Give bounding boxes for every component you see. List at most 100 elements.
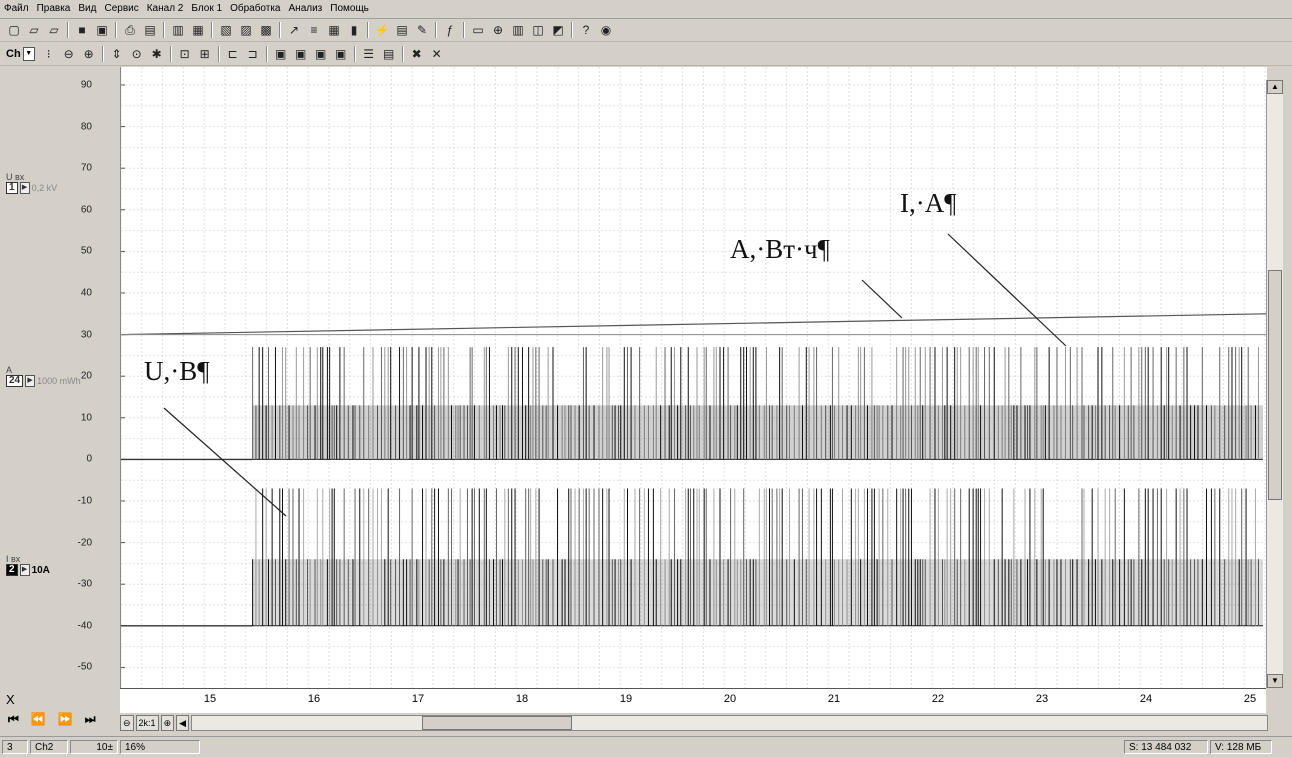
toolbar-separator xyxy=(101,46,104,62)
fit-icon[interactable]: ⊡ xyxy=(179,47,190,61)
print-icon[interactable]: ⎙ xyxy=(125,23,135,37)
menu-item[interactable]: Правка xyxy=(36,3,71,14)
channel-dropdown-icon[interactable]: ▼ xyxy=(22,47,35,61)
layout-icon[interactable]: ☰ xyxy=(363,47,375,61)
status-samples: S: 13 484 032 xyxy=(1124,740,1208,754)
x-tick-label: 23 xyxy=(1035,693,1049,705)
zoom-out-icon[interactable]: ⊖ xyxy=(63,47,74,61)
open-file-icon[interactable]: ▱ xyxy=(29,23,39,37)
toolbar-separator xyxy=(401,46,404,62)
forward-icon[interactable]: ⏩ xyxy=(57,712,73,726)
menu-item[interactable]: Файл xyxy=(4,3,29,14)
y-tick-label: -20 xyxy=(77,537,92,549)
x-tick-label: 21 xyxy=(827,693,841,705)
y-tick-label: -50 xyxy=(77,661,92,673)
y-tick-label: -10 xyxy=(77,495,92,507)
vertical-scroll-thumb[interactable] xyxy=(1268,270,1282,500)
function-icon[interactable]: ƒ xyxy=(446,23,454,37)
x-axis: 15 16 17 18 19 20 21 22 23 24 25 xyxy=(120,688,1266,713)
save-as-icon[interactable]: ▣ xyxy=(96,23,108,37)
nav-prev-icon[interactable]: ▣ xyxy=(295,47,307,61)
paste-block-icon[interactable]: ▦ xyxy=(192,23,204,37)
channel-list-icon[interactable]: ⁝ xyxy=(46,47,51,61)
open-folder-icon[interactable]: ▱ xyxy=(49,23,59,37)
x-tick-label: 18 xyxy=(515,693,529,705)
last-icon[interactable]: ⏭ xyxy=(84,712,96,726)
channel-u-number[interactable]: 1 xyxy=(6,182,18,194)
close-icon[interactable]: ✕ xyxy=(431,47,442,61)
copy-icon[interactable]: ▨ xyxy=(240,23,252,37)
bar-icon[interactable]: ▮ xyxy=(350,23,358,37)
channel-i-arrow-icon[interactable]: ▶ xyxy=(19,564,30,576)
channel-a[interactable]: A 24 ▶ 1000 mWh xyxy=(6,365,81,387)
cursor-icon[interactable]: ⊏ xyxy=(227,47,238,61)
toolbar-separator xyxy=(279,22,281,38)
channel-i[interactable]: I вх 2 ▶ 10A xyxy=(6,554,50,576)
marker-icon[interactable]: ↗ xyxy=(288,23,300,37)
scroll-down-icon[interactable]: ▼ xyxy=(1267,674,1283,688)
stats-icon[interactable]: ◩ xyxy=(552,23,564,37)
first-icon[interactable]: ⏮ xyxy=(8,712,19,726)
y-tick-label: 70 xyxy=(80,162,92,174)
vertical-scrollbar[interactable]: ▲ ▼ xyxy=(1266,80,1283,688)
menu-item[interactable]: Блок 1 xyxy=(191,3,223,14)
annotation-current: I,·A¶ xyxy=(900,188,957,218)
print-preview-icon[interactable]: ▤ xyxy=(144,23,156,37)
fit-all-icon[interactable]: ⊞ xyxy=(199,47,210,61)
copy-block-icon[interactable]: ▥ xyxy=(172,23,184,37)
grid-icon[interactable]: ▦ xyxy=(328,23,340,37)
menu-item[interactable]: Обработка xyxy=(230,3,281,14)
toolbar-separator xyxy=(211,22,213,38)
delete-marker-icon[interactable]: ✖ xyxy=(411,47,422,61)
menu-item[interactable]: Помощь xyxy=(330,3,369,14)
table-icon[interactable]: ▤ xyxy=(396,23,408,37)
help-icon[interactable]: ? xyxy=(582,23,590,37)
list-icon[interactable]: ≡ xyxy=(310,23,318,37)
cut-icon[interactable]: ▧ xyxy=(220,23,232,37)
zoom-ratio[interactable]: 2k:1 xyxy=(135,715,159,731)
about-icon[interactable]: ◉ xyxy=(600,23,612,37)
analysis-icon[interactable]: ◫ xyxy=(532,23,544,37)
new-file-icon[interactable]: ▢ xyxy=(8,23,20,37)
zoom-minus-button[interactable]: ⊖ xyxy=(120,715,134,731)
channel-u[interactable]: U вх 1 ▶ 0,2 kV xyxy=(6,172,57,194)
chart-plot-area[interactable] xyxy=(115,67,1268,688)
channel-a-arrow-icon[interactable]: ▶ xyxy=(25,375,36,387)
cursor-alt-icon[interactable]: ⊐ xyxy=(247,47,258,61)
nav-next-icon[interactable]: ▣ xyxy=(315,47,327,61)
menu-item[interactable]: Канал 2 xyxy=(146,3,184,14)
zoom-in-icon[interactable]: ⊕ xyxy=(83,47,94,61)
rewind-icon[interactable]: ⏪ xyxy=(30,712,46,726)
scroll-up-icon[interactable]: ▲ xyxy=(1267,80,1283,94)
menu-item[interactable]: Сервис xyxy=(104,3,139,14)
tools-icon[interactable]: ✎ xyxy=(416,23,428,37)
center-icon[interactable]: ⊙ xyxy=(131,47,142,61)
y-tick-label: 20 xyxy=(80,370,92,382)
zoom-plus-button[interactable]: ⊕ xyxy=(160,715,175,731)
channel-u-arrow-icon[interactable]: ▶ xyxy=(19,182,30,194)
menu-item[interactable]: Вид xyxy=(78,3,97,14)
menu-item[interactable]: Анализ xyxy=(288,3,323,14)
y-tick-label: 50 xyxy=(80,245,92,257)
menu-bar: Файл Правка Вид Сервис Канал 2 Блок 1 Обработк… xyxy=(0,0,1292,19)
main-toolbar: ▢ ▱ ▱ ■ ▣ ⎙ ▤ ▥ ▦ ▧ ▨ ▩ ↗ ≡ ▦ ▮ ⚡ ▤ ✎ ƒ … xyxy=(0,19,1292,42)
filter-icon[interactable]: ⚡ xyxy=(374,23,390,37)
paste-icon[interactable]: ▩ xyxy=(260,23,272,37)
autoscale-icon[interactable]: ✱ xyxy=(151,47,162,61)
window-icon[interactable]: ▭ xyxy=(472,23,484,37)
vertical-scale-icon[interactable]: ⇕ xyxy=(111,47,122,61)
save-icon[interactable]: ■ xyxy=(78,23,86,37)
nav-first-icon[interactable]: ▣ xyxy=(275,47,287,61)
zoom-icon[interactable]: ⊕ xyxy=(492,23,504,37)
layout-alt-icon[interactable]: ▤ xyxy=(383,47,395,61)
scroll-left-icon[interactable]: ◀ xyxy=(176,715,190,731)
spectrum-icon[interactable]: ▥ xyxy=(512,23,524,37)
horizontal-scroll-thumb[interactable] xyxy=(422,716,573,730)
nav-last-icon[interactable]: ▣ xyxy=(335,47,347,61)
x-tick-label: 19 xyxy=(619,693,633,705)
channel-i-number[interactable]: 2 xyxy=(6,564,18,576)
horizontal-scroll-track[interactable] xyxy=(191,715,1268,731)
x-tick-label: 16 xyxy=(307,693,321,705)
channel-a-number[interactable]: 24 xyxy=(6,375,24,387)
toolbar-separator xyxy=(115,22,117,38)
